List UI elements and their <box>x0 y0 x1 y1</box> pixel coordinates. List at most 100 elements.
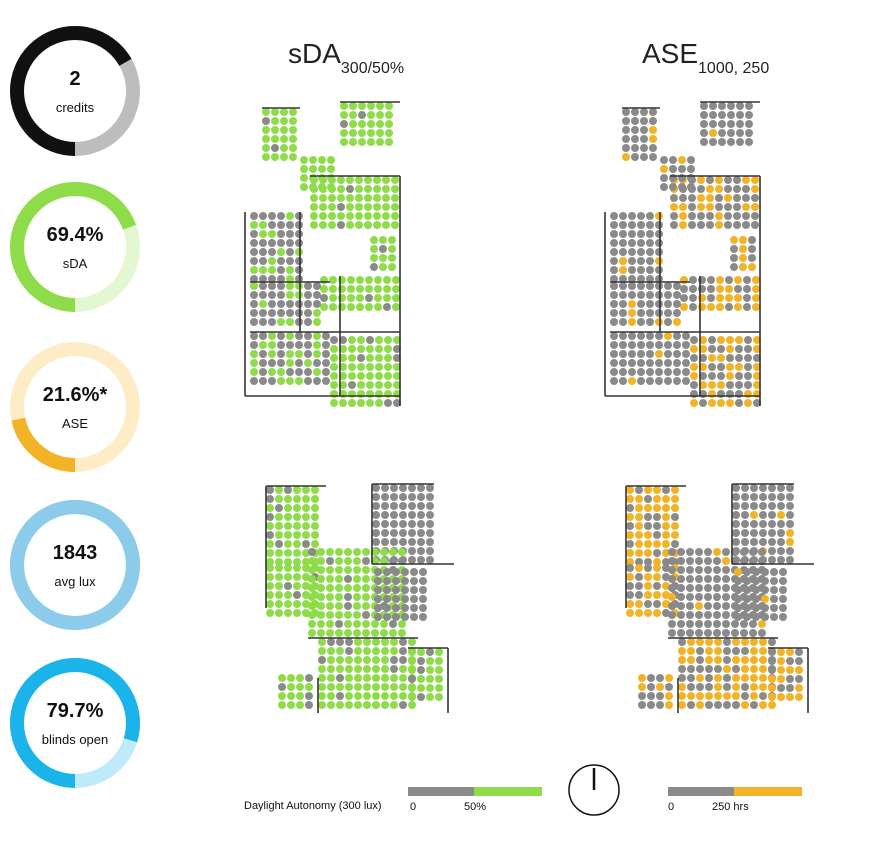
sensor-point <box>695 566 703 574</box>
sensor-point <box>768 484 776 492</box>
sensor-point <box>311 513 319 521</box>
sensor-point <box>637 230 645 238</box>
sensor-point <box>347 276 355 284</box>
sensor-point <box>410 577 418 585</box>
sensor-point <box>622 144 630 152</box>
sensor-point <box>353 566 361 574</box>
sensor-point <box>678 701 686 709</box>
sensor-point <box>668 629 676 637</box>
sensor-point <box>313 282 321 290</box>
sensor-point <box>779 577 787 585</box>
sensor-point <box>286 377 294 385</box>
sensor-point <box>704 548 712 556</box>
sensor-point <box>353 548 361 556</box>
sensor-point <box>399 638 407 646</box>
sensor-point <box>277 257 285 265</box>
sensor-point <box>695 593 703 601</box>
sensor-point <box>655 377 663 385</box>
sda-legend-green-bar <box>474 787 542 796</box>
sensor-point <box>385 129 393 137</box>
sensor-point <box>741 692 749 700</box>
sensor-point <box>734 294 742 302</box>
sensor-point <box>637 341 645 349</box>
sensor-point <box>410 613 418 621</box>
sensor-point <box>628 377 636 385</box>
sensor-point <box>259 377 267 385</box>
sensor-point <box>286 239 294 247</box>
sensor-point <box>619 300 627 308</box>
sensor-point <box>662 558 670 566</box>
sensor-point <box>723 701 731 709</box>
sensor-point <box>326 602 334 610</box>
sensor-point <box>687 692 695 700</box>
sensor-point <box>408 701 416 709</box>
sensor-point <box>653 564 661 572</box>
sensor-point <box>664 318 672 326</box>
sensor-point <box>284 504 292 512</box>
sensor-point <box>354 656 362 664</box>
sensor-point <box>372 647 380 655</box>
sensor-point <box>734 276 742 284</box>
sensor-point <box>337 203 345 211</box>
sensor-point <box>743 595 751 603</box>
sensor-point <box>381 520 389 528</box>
ase-heading-sub: 1000, 250 <box>698 60 770 77</box>
sensor-point <box>311 486 319 494</box>
sensor-point <box>401 604 409 612</box>
sensor-point <box>646 359 654 367</box>
sensor-point <box>381 538 389 546</box>
sensor-point <box>326 584 334 592</box>
sensor-point <box>426 511 434 519</box>
sensor-point <box>289 126 297 134</box>
sensor-point <box>390 692 398 700</box>
sensor-point <box>398 557 406 565</box>
sensor-point <box>644 564 652 572</box>
sensor-point <box>752 595 760 603</box>
sensor-point <box>390 493 398 501</box>
sensor-point <box>327 692 335 700</box>
sensor-point <box>735 372 743 380</box>
sensor-point <box>287 692 295 700</box>
sensor-point <box>304 309 312 317</box>
sensor-point <box>275 486 283 494</box>
sensor-point <box>753 381 761 389</box>
sensor-point <box>277 368 285 376</box>
sensor-point <box>293 573 301 581</box>
sensor-point <box>628 350 636 358</box>
sensor-point <box>610 318 618 326</box>
sensor-point <box>713 548 721 556</box>
sensor-point <box>700 102 708 110</box>
sensor-point <box>300 183 308 191</box>
sensor-point <box>753 363 761 371</box>
sensor-point <box>364 185 372 193</box>
sensor-point <box>389 548 397 556</box>
sensor-point <box>743 577 751 585</box>
sensor-point <box>339 336 347 344</box>
sensor-point <box>286 341 294 349</box>
sensor-point <box>697 203 705 211</box>
sensor-point <box>293 495 301 503</box>
sensor-point <box>677 566 685 574</box>
sensor-point <box>373 203 381 211</box>
sensor-point <box>704 602 712 610</box>
sensor-point <box>366 363 374 371</box>
sensor-point <box>266 564 274 572</box>
sensor-point <box>715 194 723 202</box>
sensor-point <box>353 557 361 565</box>
sensor-point <box>644 600 652 608</box>
sensor-point <box>734 604 742 612</box>
sensor-point <box>408 675 416 683</box>
sensor-point <box>384 381 392 389</box>
sensor-point <box>717 381 725 389</box>
sensor-point <box>671 513 679 521</box>
sensor-point <box>644 531 652 539</box>
sensor-point <box>382 221 390 229</box>
sensor-point <box>664 368 672 376</box>
sensor-point <box>726 363 734 371</box>
sensor-point <box>635 558 643 566</box>
sensor-point <box>389 629 397 637</box>
sensor-point <box>739 245 747 253</box>
sensor-point <box>708 354 716 362</box>
sensor-point <box>751 185 759 193</box>
sensor-point <box>786 502 794 510</box>
